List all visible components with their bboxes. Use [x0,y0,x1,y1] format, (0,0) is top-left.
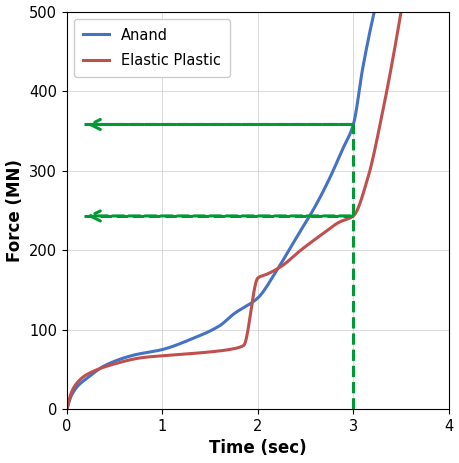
Anand [212,326,218,332]
Anand [364,43,369,49]
Anand [230,312,236,317]
Anand [372,9,377,14]
Line: Anand: Anand [67,12,375,409]
X-axis label: Time (sec): Time (sec) [209,439,307,457]
Legend: Anand, Elastic Plastic: Anand, Elastic Plastic [74,19,230,76]
Elastic Plastic [245,328,251,334]
Anand [247,301,252,307]
Anand [316,197,322,202]
Elastic Plastic [398,9,404,14]
Elastic Plastic [390,55,396,61]
Anand [64,407,70,412]
Elastic Plastic [338,219,344,224]
Elastic Plastic [64,407,70,412]
Elastic Plastic [223,347,229,353]
Elastic Plastic [225,347,230,352]
Anand [210,327,216,332]
Y-axis label: Force (MN): Force (MN) [6,159,23,262]
Elastic Plastic [263,272,269,277]
Line: Elastic Plastic: Elastic Plastic [67,12,401,409]
